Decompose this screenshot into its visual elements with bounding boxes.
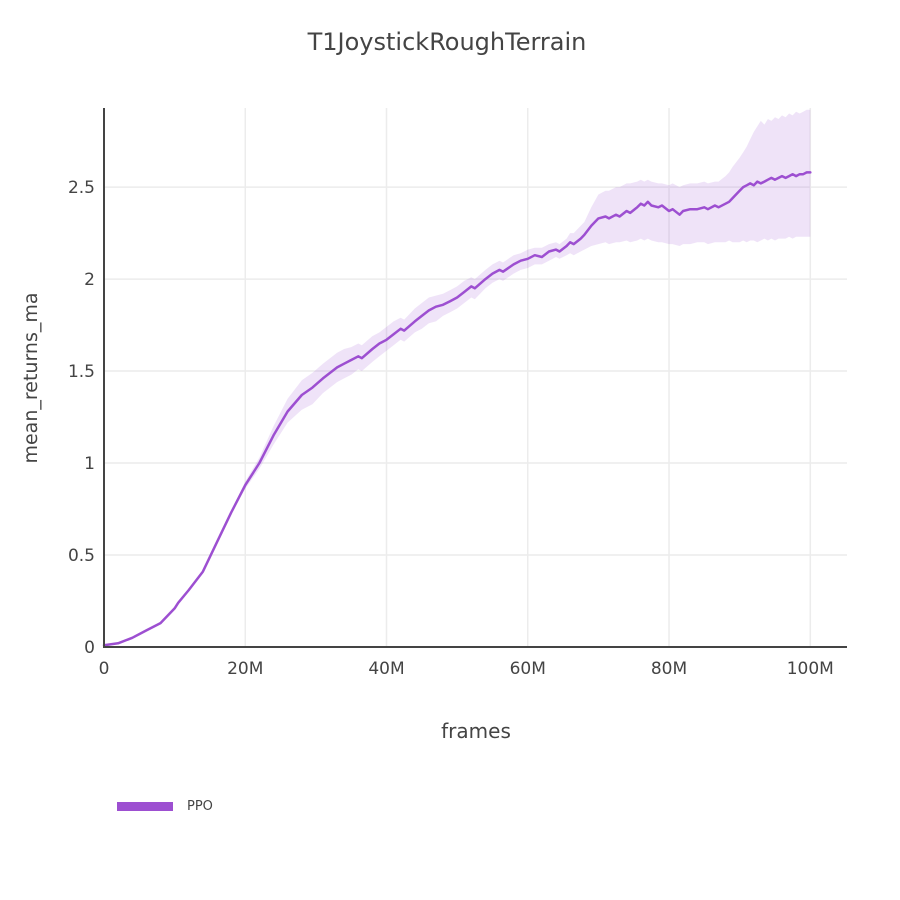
x-tick-label: 80M (651, 659, 687, 679)
y-tick-label: 1.5 (68, 362, 95, 382)
x-tick-label: 20M (227, 659, 263, 679)
plot-area: 0 20M 40M 60M 80M 100M 0 0.5 1 1.5 2 2.5 (68, 108, 847, 679)
legend-swatch-ppo[interactable] (117, 802, 173, 811)
x-axis-title: frames (441, 719, 511, 743)
legend: PPO (117, 799, 213, 814)
series-line-ppo (102, 171, 812, 647)
x-tick-label: 40M (368, 659, 404, 679)
confidence-band (104, 109, 811, 646)
x-tick-label: 100M (787, 659, 834, 679)
x-tick-label: 60M (510, 659, 546, 679)
y-tick-label: 0.5 (68, 546, 95, 566)
y-tick-label: 2 (84, 270, 95, 290)
chart-title: T1JoystickRoughTerrain (307, 28, 587, 56)
y-tick-label: 0 (84, 638, 95, 658)
x-tick-label: 0 (99, 659, 110, 679)
y-tick-label: 1 (84, 454, 95, 474)
legend-label-ppo[interactable]: PPO (187, 799, 213, 814)
y-tick-label: 2.5 (68, 178, 95, 198)
